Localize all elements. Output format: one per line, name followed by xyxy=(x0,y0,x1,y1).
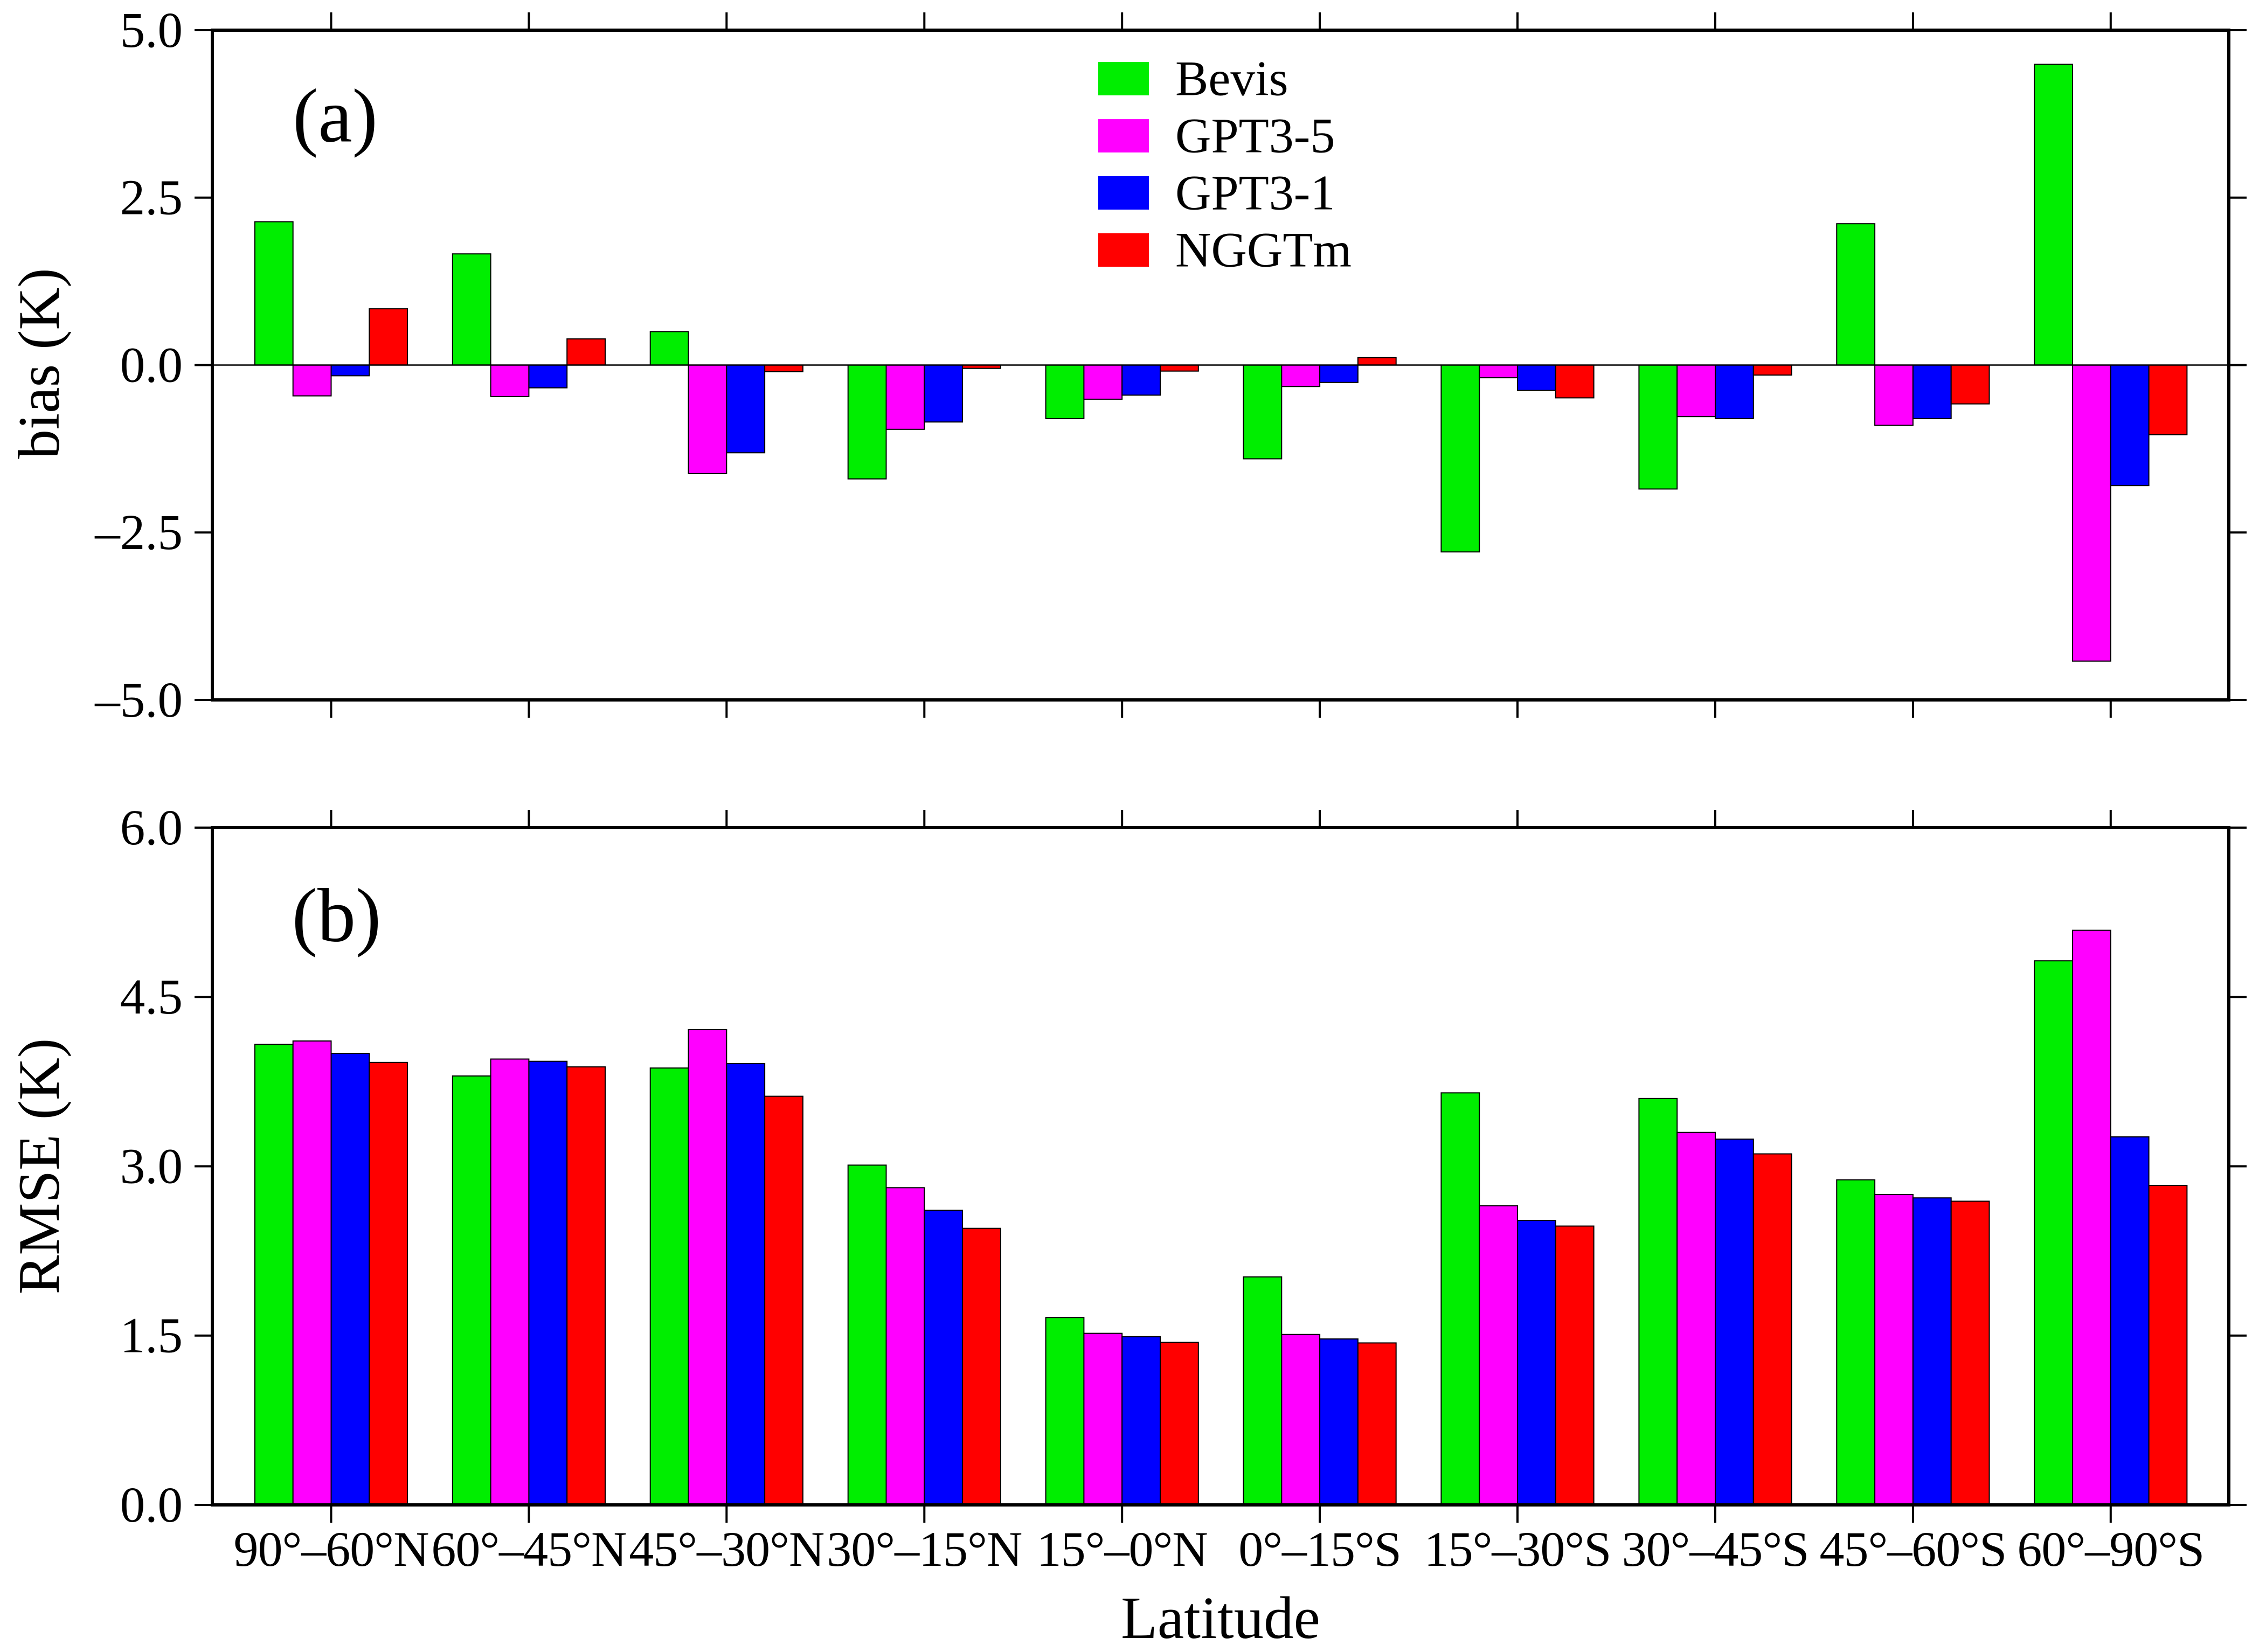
svg-text:(a): (a) xyxy=(293,73,378,158)
svg-text:60°–90°S: 60°–90°S xyxy=(2017,1522,2204,1577)
svg-text:0.0: 0.0 xyxy=(120,1477,183,1533)
svg-text:30°–45°S: 30°–45°S xyxy=(1622,1522,1809,1577)
svg-text:NGGTm: NGGTm xyxy=(1175,223,1352,277)
svg-text:60°–45°N: 60°–45°N xyxy=(431,1522,626,1577)
svg-text:GPT3-5: GPT3-5 xyxy=(1175,108,1335,163)
svg-text:2.5: 2.5 xyxy=(120,170,183,226)
svg-text:15°–0°N: 15°–0°N xyxy=(1037,1522,1208,1577)
svg-text:5.0: 5.0 xyxy=(120,3,183,58)
svg-text:Latitude: Latitude xyxy=(1121,1585,1320,1651)
svg-text:Bevis: Bevis xyxy=(1175,51,1288,106)
svg-text:0.0: 0.0 xyxy=(120,337,183,393)
svg-text:15°–30°S: 15°–30°S xyxy=(1424,1522,1611,1577)
svg-text:–5.0: –5.0 xyxy=(94,672,183,728)
svg-text:45°–30°N: 45°–30°N xyxy=(629,1522,824,1577)
svg-text:–2.5: –2.5 xyxy=(94,505,183,560)
svg-text:bias (K): bias (K) xyxy=(6,268,72,459)
svg-text:45°–60°S: 45°–60°S xyxy=(1820,1522,2007,1577)
svg-text:6.0: 6.0 xyxy=(120,800,183,856)
svg-text:3.0: 3.0 xyxy=(120,1139,183,1194)
svg-text:1.5: 1.5 xyxy=(120,1308,183,1364)
svg-text:GPT3-1: GPT3-1 xyxy=(1175,165,1335,220)
svg-text:0°–15°S: 0°–15°S xyxy=(1238,1522,1401,1577)
svg-text:(b): (b) xyxy=(292,873,382,958)
svg-text:4.5: 4.5 xyxy=(120,969,183,1025)
svg-text:RMSE (K): RMSE (K) xyxy=(6,1038,72,1294)
svg-text:30°–15°N: 30°–15°N xyxy=(827,1522,1022,1577)
svg-text:90°–60°N: 90°–60°N xyxy=(233,1522,428,1577)
